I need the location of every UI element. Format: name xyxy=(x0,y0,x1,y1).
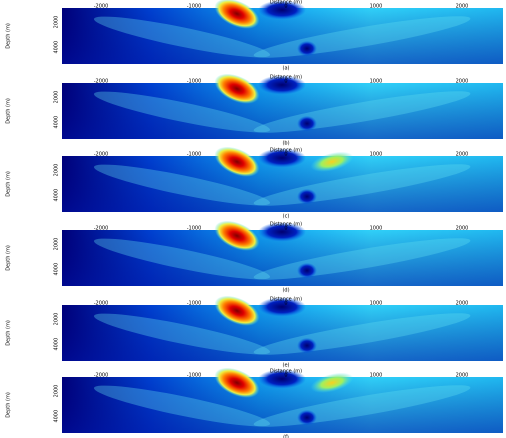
x-tick-label: 2000 xyxy=(456,152,469,158)
x-axis-label: Distance (m) xyxy=(270,369,302,375)
x-tick-label: -2000 xyxy=(94,79,109,85)
x-axis-label: Distance (m) xyxy=(270,0,302,6)
x-axis-label: Distance (m) xyxy=(270,222,302,228)
panel: Distance (m) -2000 -1000 0 1000 2000 Depth (m)… xyxy=(6,289,503,369)
x-tick-label: 0 xyxy=(284,301,287,307)
x-tick-label: 2000 xyxy=(456,79,469,85)
x-axis-label: Distance (m) xyxy=(270,297,302,303)
x-tick-label: 1000 xyxy=(370,79,383,85)
x-tick-label: 1000 xyxy=(370,152,383,158)
y-tick-label: 2000 xyxy=(54,164,60,177)
y-tick-label: 2000 xyxy=(54,385,60,398)
y-axis-label: Depth (m) xyxy=(6,320,12,346)
y-tick-label: 4000 xyxy=(54,189,60,202)
y-axis-label: Depth (m) xyxy=(6,98,12,124)
y-tick-label: 2000 xyxy=(54,313,60,326)
caption: (f) xyxy=(283,435,289,438)
heatmap-image xyxy=(62,0,503,65)
x-tick-label: -2000 xyxy=(94,301,109,307)
x-tick-label: -2000 xyxy=(94,4,109,10)
x-tick-label: -1000 xyxy=(187,4,202,10)
y-tick-label: 4000 xyxy=(54,116,60,129)
x-tick-label: -2000 xyxy=(94,226,109,232)
heatmap xyxy=(62,0,503,65)
x-axis-label: Distance (m) xyxy=(270,148,302,154)
x-tick-label: 2000 xyxy=(456,373,469,379)
y-axis-label: Depth (m) xyxy=(6,245,12,271)
x-tick-label: 1000 xyxy=(370,226,383,232)
x-tick-label: 0 xyxy=(284,79,287,85)
y-tick-label: 4000 xyxy=(54,41,60,54)
x-tick-label: -1000 xyxy=(187,152,202,158)
y-axis-label: Depth (m) xyxy=(6,171,12,197)
panel: Distance (m) -2000 -1000 0 1000 2000 Depth (m)… xyxy=(6,214,503,294)
caption: (b) xyxy=(282,141,289,147)
y-tick-label: 2000 xyxy=(54,16,60,29)
panel: Distance (m) -2000 -1000 0 1000 2000 Depth (m)… xyxy=(6,0,503,72)
x-tick-label: -2000 xyxy=(94,152,109,158)
x-tick-label: 0 xyxy=(284,373,287,379)
y-tick-label: 2000 xyxy=(54,238,60,251)
x-tick-label: 2000 xyxy=(456,4,469,10)
y-tick-label: 2000 xyxy=(54,91,60,104)
y-axis-label: Depth (m) xyxy=(6,392,12,418)
y-tick-label: 4000 xyxy=(54,410,60,423)
x-tick-label: 1000 xyxy=(370,4,383,10)
x-tick-label: -1000 xyxy=(187,301,202,307)
panel: Distance (m) -2000 -1000 0 1000 2000 Depth (m)… xyxy=(6,361,503,438)
y-tick-label: 4000 xyxy=(54,338,60,351)
x-tick-label: 0 xyxy=(284,226,287,232)
caption: (e) xyxy=(283,363,290,369)
x-tick-label: 2000 xyxy=(456,301,469,307)
x-tick-label: 2000 xyxy=(456,226,469,232)
y-axis-label: Depth (m) xyxy=(6,23,12,49)
y-tick-label: 4000 xyxy=(54,263,60,276)
panel: Distance (m) -2000 -1000 0 1000 2000 Depth (m)… xyxy=(6,67,503,147)
x-axis-label: Distance (m) xyxy=(270,75,302,81)
x-tick-label: -1000 xyxy=(187,373,202,379)
panel: Distance (m) -2000 -1000 0 1000 2000 Depth (m)… xyxy=(6,140,503,220)
x-tick-label: -1000 xyxy=(187,79,202,85)
x-tick-label: 1000 xyxy=(370,373,383,379)
x-tick-label: -2000 xyxy=(94,373,109,379)
caption: (a) xyxy=(283,66,290,72)
caption: (d) xyxy=(282,288,289,294)
x-tick-label: -1000 xyxy=(187,226,202,232)
caption: (c) xyxy=(283,214,290,220)
x-tick-label: 0 xyxy=(284,4,287,10)
x-tick-label: 0 xyxy=(284,152,287,158)
x-tick-label: 1000 xyxy=(370,301,383,307)
